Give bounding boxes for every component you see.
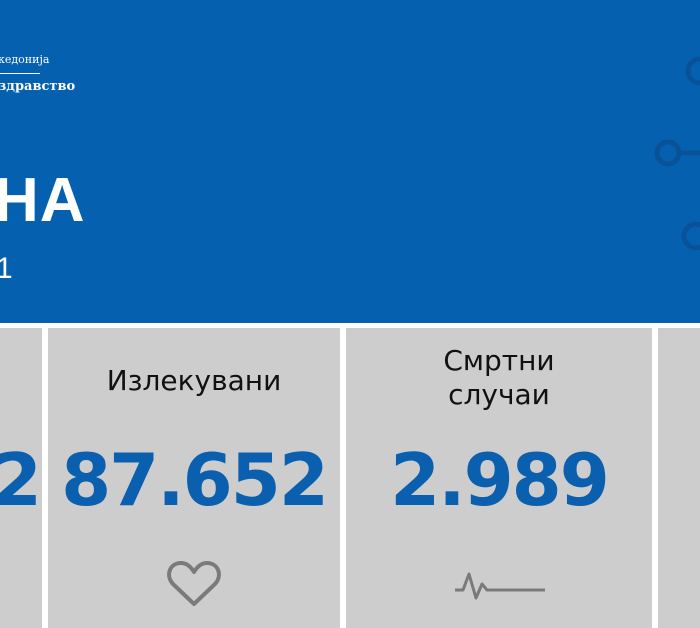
heartbeat-line-icon	[346, 568, 652, 606]
network-decoration-icon	[654, 56, 700, 251]
logo-ministry-text: здравство	[0, 79, 76, 94]
stat-label: Смртни случаи	[346, 344, 652, 412]
stat-label: Излекувани	[106, 364, 282, 397]
stat-value: 2	[0, 438, 42, 522]
header-banner: кедонија здравство НА 1	[0, 0, 700, 323]
logo-country-text: кедонија	[0, 53, 50, 66]
stat-card-deaths: Смртни случаи 2.989	[346, 328, 652, 628]
stat-card-recovered: Излекувани 87.652	[48, 328, 340, 628]
stat-label-line2: случаи	[448, 378, 550, 411]
stat-label-line1: Смртни	[443, 344, 555, 377]
heart-icon	[48, 560, 340, 612]
page-subtitle: 1	[0, 252, 13, 285]
stat-value: 2.989	[390, 438, 610, 522]
page-title: НА	[0, 166, 86, 235]
logo-divider	[0, 73, 40, 74]
stat-value: 87.652	[61, 438, 329, 522]
stat-card-partial	[658, 328, 700, 628]
stat-card-active: 2	[0, 328, 42, 628]
